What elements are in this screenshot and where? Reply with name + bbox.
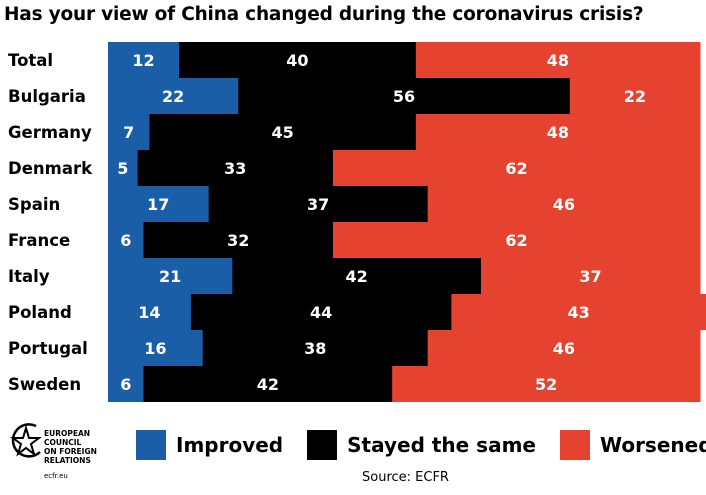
value-label-denmark-worsened: 62 — [505, 159, 527, 178]
value-label-italy-stayed-the-same: 42 — [346, 267, 368, 286]
category-label-spain: Spain — [8, 195, 60, 214]
value-label-total-worsened: 48 — [547, 51, 569, 70]
value-label-germany-improved: 7 — [123, 123, 134, 142]
value-label-denmark-improved: 5 — [117, 159, 128, 178]
value-label-italy-worsened: 37 — [579, 267, 601, 286]
logo-text-line-2: COUNCIL — [44, 438, 82, 447]
category-label-portugal: Portugal — [8, 339, 88, 358]
category-label-sweden: Sweden — [8, 375, 81, 394]
category-label-italy: Italy — [8, 267, 50, 286]
value-label-spain-improved: 17 — [147, 195, 169, 214]
bar-spain-stayed-the-same — [208, 186, 429, 222]
value-label-spain-stayed-the-same: 37 — [307, 195, 329, 214]
value-label-spain-worsened: 46 — [553, 195, 575, 214]
bar-sweden-stayed-the-same — [143, 366, 393, 402]
bar-total-improved — [108, 42, 180, 78]
chart-title: Has your view of China changed during th… — [4, 4, 644, 25]
bar-bulgaria-stayed-the-same — [238, 78, 571, 114]
bar-denmark-worsened — [332, 150, 701, 186]
value-label-portugal-stayed-the-same: 38 — [304, 339, 326, 358]
bar-portugal-improved — [108, 330, 204, 366]
bar-italy-worsened — [480, 258, 701, 294]
bar-france-improved — [108, 222, 145, 258]
legend-item-improved: Improved — [136, 430, 283, 460]
value-label-portugal-improved: 16 — [144, 339, 166, 358]
legend-label-worsened: Worsened — [599, 433, 706, 457]
value-label-france-worsened: 62 — [505, 231, 527, 250]
bar-france-stayed-the-same — [143, 222, 334, 258]
value-label-bulgaria-stayed-the-same: 56 — [393, 87, 415, 106]
value-label-poland-worsened: 43 — [568, 303, 590, 322]
bar-bulgaria-improved — [108, 78, 239, 114]
value-label-poland-stayed-the-same: 44 — [310, 303, 332, 322]
value-label-germany-stayed-the-same: 45 — [272, 123, 294, 142]
bar-denmark-improved — [108, 150, 139, 186]
value-label-sweden-stayed-the-same: 42 — [257, 375, 279, 394]
bar-germany-improved — [108, 114, 150, 150]
bar-sweden-worsened — [392, 366, 701, 402]
value-label-sweden-worsened: 52 — [535, 375, 557, 394]
category-label-france: France — [8, 231, 70, 250]
bar-germany-stayed-the-same — [149, 114, 417, 150]
category-label-bulgaria: Bulgaria — [8, 87, 86, 106]
logo-text-line-1: EUROPEAN — [44, 429, 91, 438]
bar-spain-worsened — [427, 186, 701, 222]
value-label-poland-improved: 14 — [138, 303, 160, 322]
star-circle-icon — [10, 423, 42, 458]
bar-germany-worsened — [415, 114, 701, 150]
legend-item-worsened: Worsened — [559, 430, 706, 460]
bar-bulgaria-worsened — [569, 78, 701, 114]
category-label-denmark: Denmark — [8, 159, 93, 178]
legend-item-stayed-the-same: Stayed the same — [307, 430, 536, 460]
bar-poland-improved — [108, 294, 192, 330]
bar-total-worsened — [415, 42, 701, 78]
value-label-total-improved: 12 — [132, 51, 154, 70]
logo-url: ecfr.eu — [44, 472, 68, 480]
legend: Improved Stayed the same Worsened — [136, 430, 706, 460]
logo-text-line-3: ON FOREIGN — [44, 447, 97, 456]
category-label-germany: Germany — [8, 123, 92, 142]
value-label-france-improved: 6 — [120, 231, 131, 250]
legend-swatch-worsened — [559, 430, 590, 460]
legend-label-stayed-the-same: Stayed the same — [347, 433, 536, 457]
bar-total-stayed-the-same — [179, 42, 417, 78]
value-label-portugal-worsened: 46 — [553, 339, 575, 358]
bar-france-worsened — [332, 222, 701, 258]
bar-poland-worsened — [451, 294, 706, 330]
ecfr-logo: EUROPEAN COUNCIL ON FOREIGN RELATIONS ec… — [6, 418, 121, 490]
bar-poland-stayed-the-same — [190, 294, 452, 330]
value-label-france-stayed-the-same: 32 — [227, 231, 249, 250]
bar-denmark-stayed-the-same — [137, 150, 334, 186]
bars-group — [108, 42, 706, 402]
value-label-denmark-stayed-the-same: 33 — [224, 159, 246, 178]
value-label-italy-improved: 21 — [159, 267, 181, 286]
legend-swatch-stayed-the-same — [307, 430, 338, 460]
value-label-bulgaria-worsened: 22 — [624, 87, 646, 106]
category-label-total: Total — [8, 51, 53, 70]
bar-italy-stayed-the-same — [232, 258, 482, 294]
bar-portugal-stayed-the-same — [202, 330, 429, 366]
legend-swatch-improved — [136, 430, 166, 460]
value-label-germany-worsened: 48 — [547, 123, 569, 142]
value-label-bulgaria-improved: 22 — [162, 87, 184, 106]
logo-text-line-4: RELATIONS — [44, 456, 91, 465]
bar-spain-improved — [108, 186, 210, 222]
category-label-poland: Poland — [8, 303, 72, 322]
source-note: Source: ECFR — [362, 470, 449, 485]
value-label-sweden-improved: 6 — [120, 375, 131, 394]
legend-label-improved: Improved — [176, 433, 284, 457]
bar-sweden-improved — [108, 366, 145, 402]
value-label-total-stayed-the-same: 40 — [286, 51, 308, 70]
bar-portugal-worsened — [427, 330, 701, 366]
bar-italy-improved — [108, 258, 233, 294]
